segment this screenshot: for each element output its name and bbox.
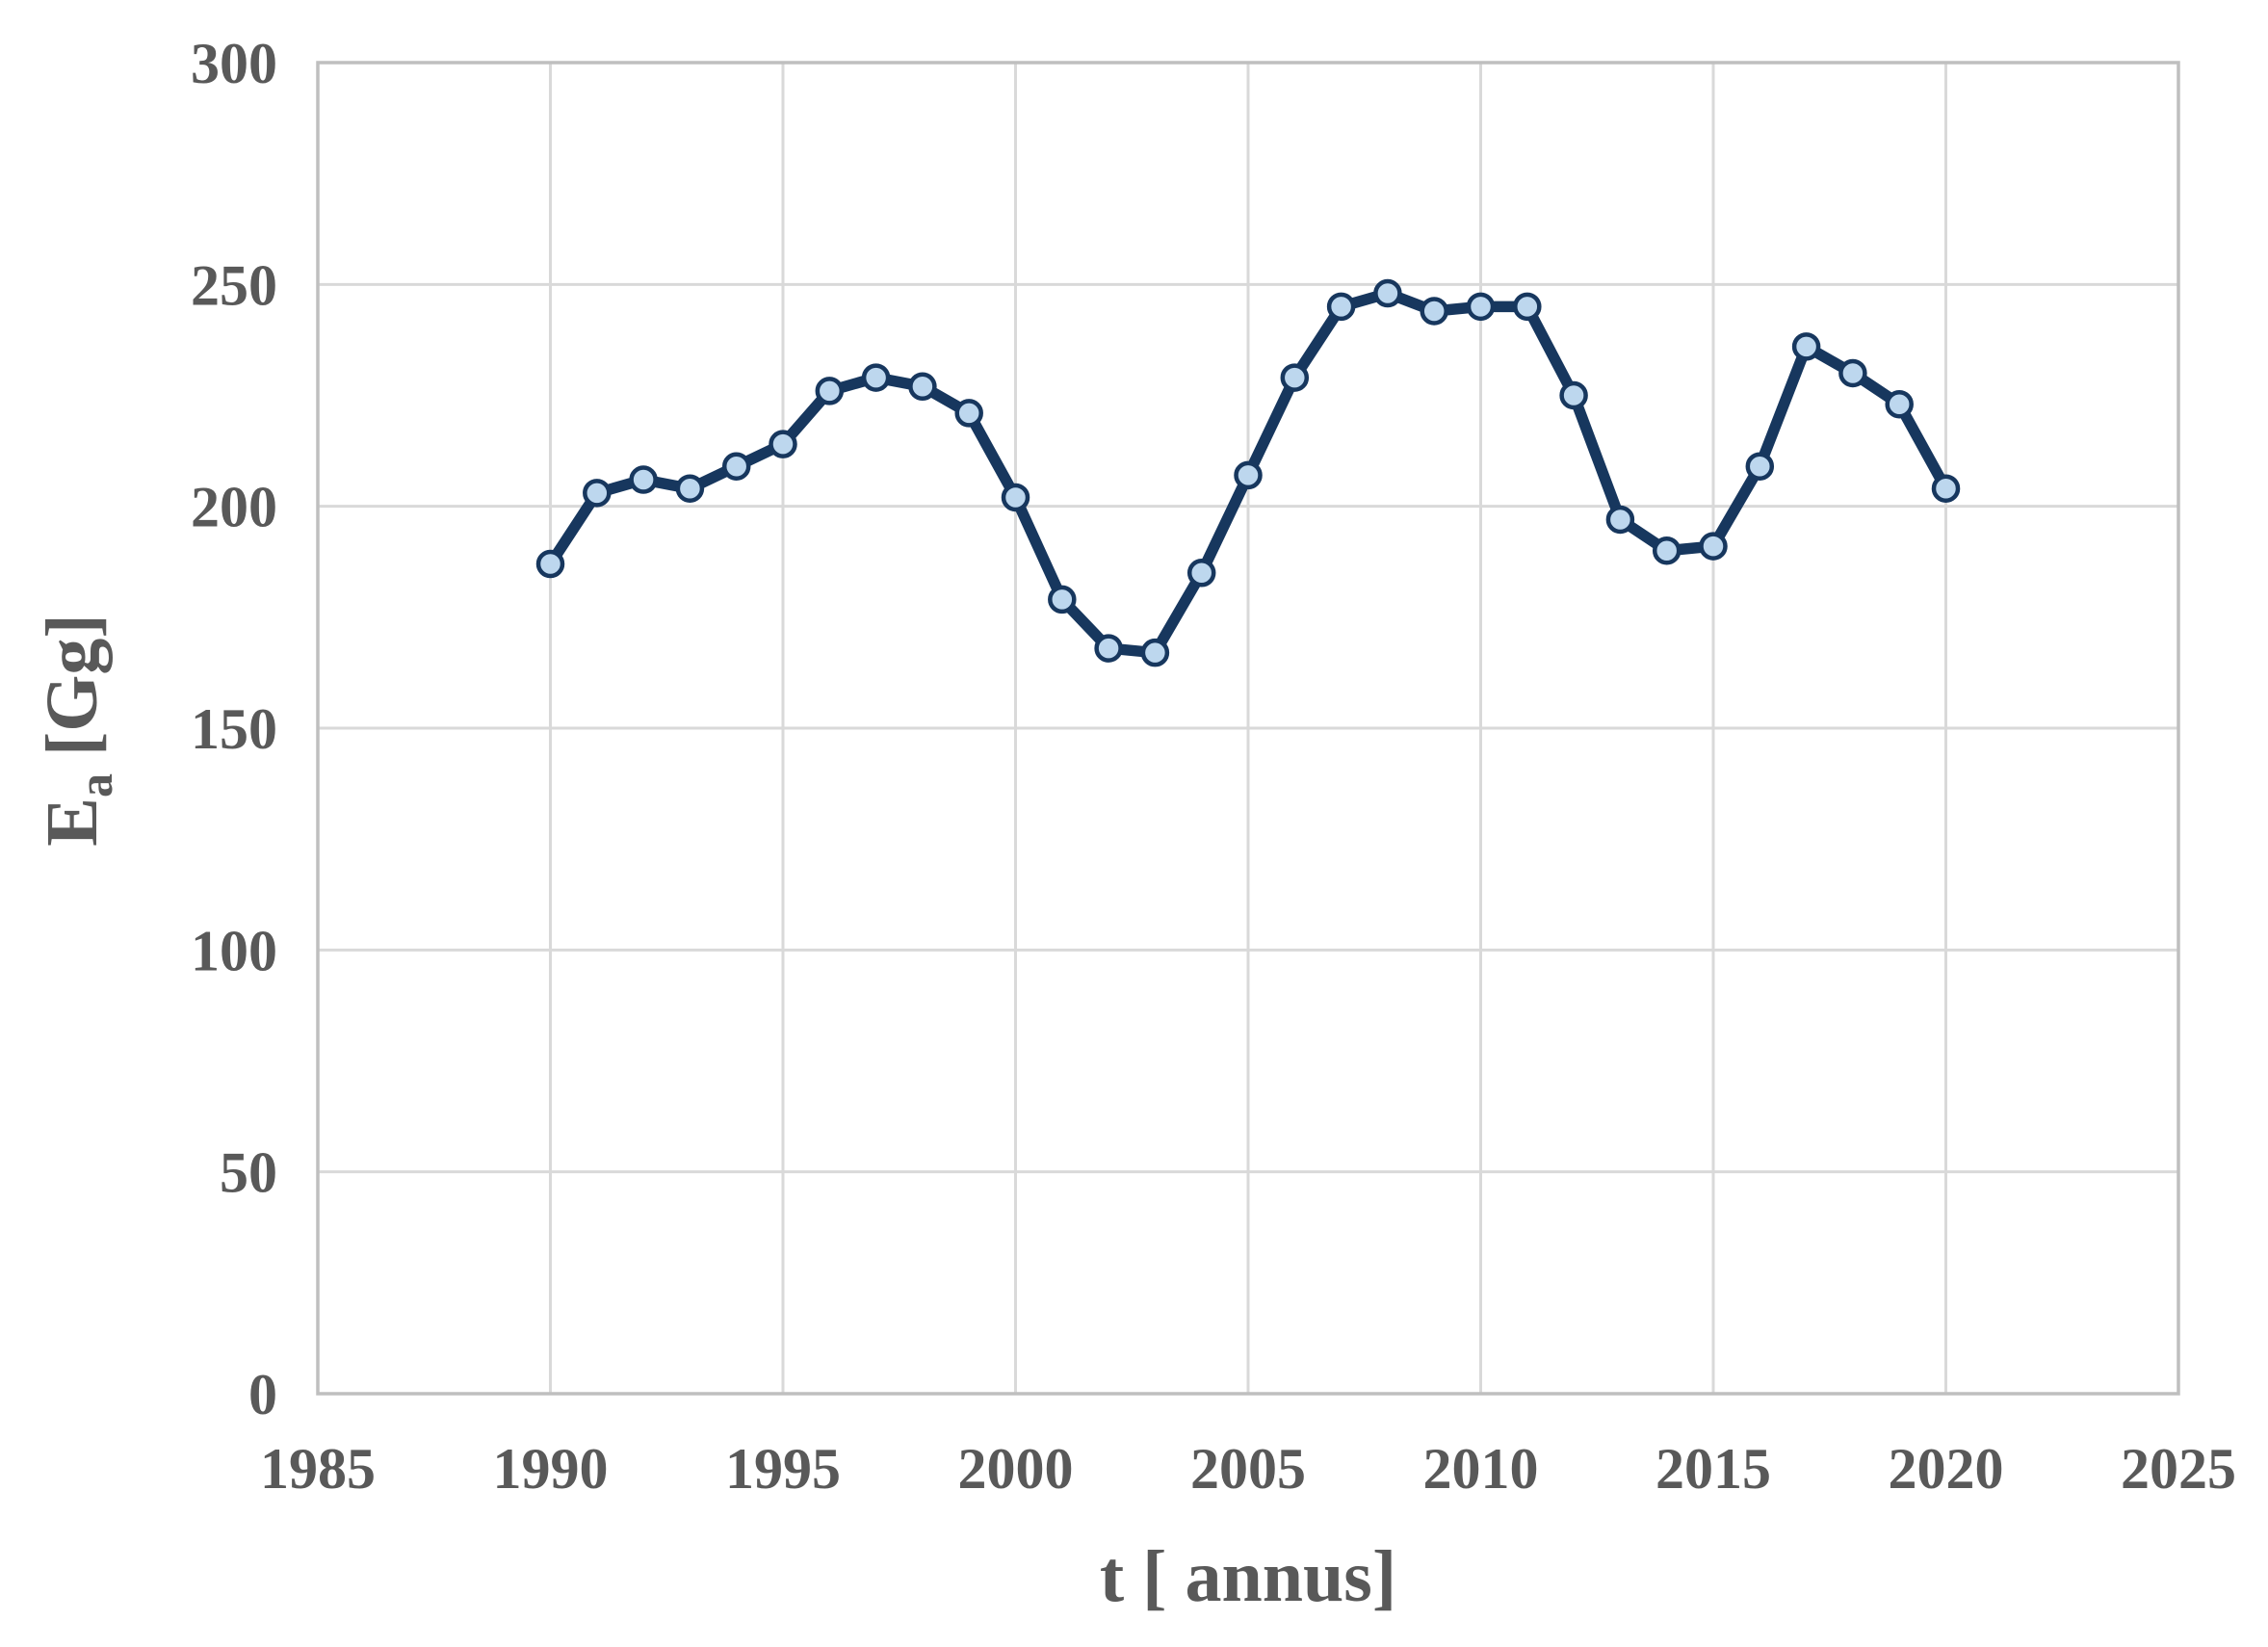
data-point-2004	[1186, 559, 1216, 588]
y-tick-300: 300	[191, 32, 277, 95]
y-tick-200: 200	[191, 476, 277, 539]
data-point-1992	[629, 465, 658, 494]
data-markers	[535, 278, 1961, 667]
data-point-2002	[1094, 634, 1123, 663]
data-point-1991	[583, 479, 612, 508]
x-tick-1985: 1985	[260, 1437, 376, 1501]
data-point-2019	[1885, 389, 1914, 419]
y-tick-250: 250	[191, 253, 277, 317]
y-axis-title-unit: [Gg]	[32, 614, 113, 756]
y-tick-100: 100	[191, 919, 277, 982]
data-point-2013	[1605, 505, 1635, 535]
data-point-1997	[861, 363, 891, 392]
data-point-1995	[769, 430, 797, 458]
data-point-2008	[1373, 278, 1402, 308]
x-tick-2010: 2010	[1423, 1437, 1539, 1501]
data-point-2003	[1140, 638, 1170, 667]
x-tick-1995: 1995	[725, 1437, 841, 1501]
x-tick-2020: 2020	[1889, 1437, 2004, 1501]
data-point-2007	[1326, 292, 1356, 322]
x-tick-2000: 2000	[958, 1437, 1074, 1501]
data-point-2016	[1745, 452, 1775, 481]
data-point-2010	[1466, 292, 1496, 322]
y-tick-50: 50	[220, 1141, 277, 1205]
y-tick-labels: 0 50 100 150 200 250 300	[191, 32, 277, 1426]
x-tick-1990: 1990	[493, 1437, 609, 1501]
x-tick-2025: 2025	[2121, 1437, 2236, 1501]
x-tick-2015: 2015	[1655, 1437, 1771, 1501]
data-point-2015	[1699, 532, 1728, 561]
x-axis-title: t [ annus]	[1100, 1536, 1396, 1617]
data-point-2001	[1048, 585, 1077, 614]
gridlines	[318, 63, 2178, 1394]
data-point-1996	[815, 377, 845, 405]
data-point-1993	[675, 474, 705, 503]
data-point-2017	[1791, 332, 1821, 361]
data-point-1990	[535, 549, 565, 579]
y-axis-title-subscript: a	[68, 773, 122, 797]
x-tick-labels: 1985 1990 1995 2000 2005 2010 2015 2020 2025	[260, 1437, 2236, 1501]
data-point-2005	[1234, 460, 1263, 490]
data-point-2018	[1838, 358, 1867, 388]
x-tick-2005: 2005	[1190, 1437, 1306, 1501]
data-point-2011	[1513, 292, 1542, 322]
data-point-1999	[954, 399, 983, 428]
data-point-2009	[1420, 297, 1448, 326]
data-point-2020	[1931, 474, 1961, 503]
plot-frame	[316, 61, 2180, 1396]
data-point-2012	[1559, 380, 1588, 410]
data-point-1998	[908, 372, 937, 402]
y-axis-title-base: E	[32, 797, 113, 847]
y-axis-title: Ea [Gg]	[32, 614, 122, 846]
data-point-1994	[721, 452, 751, 481]
data-point-2014	[1652, 536, 1681, 565]
y-tick-0: 0	[248, 1363, 277, 1426]
data-point-2000	[1001, 483, 1030, 512]
y-tick-150: 150	[191, 697, 277, 761]
data-point-2006	[1280, 363, 1310, 392]
